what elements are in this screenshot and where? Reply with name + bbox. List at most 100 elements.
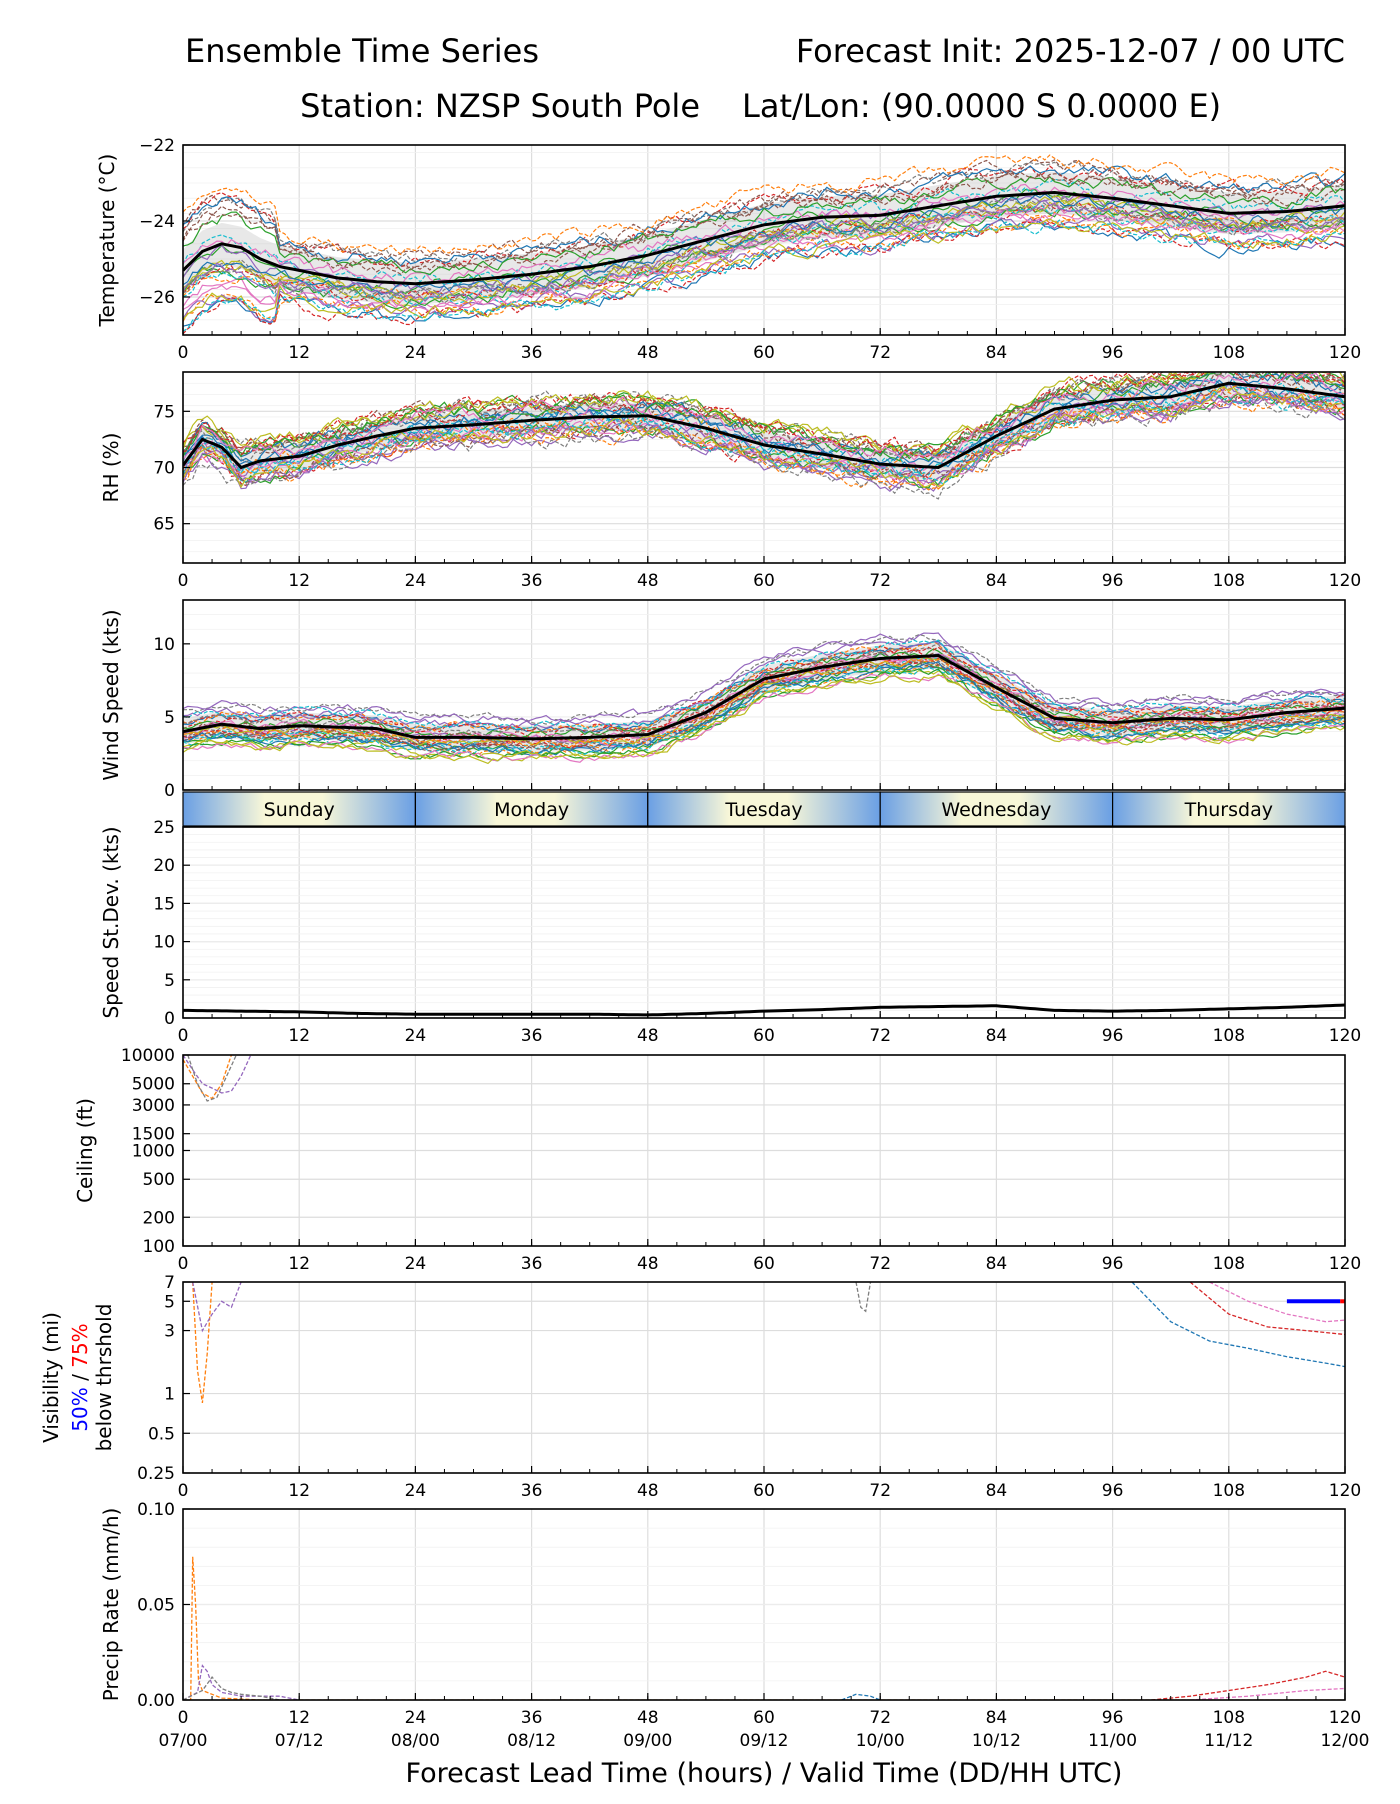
visibility-xtick-label: 0: [178, 1481, 189, 1501]
ceiling-xtick-label: 96: [1102, 1254, 1124, 1274]
valid-time-label: 08/00: [391, 1731, 440, 1751]
precip-xtick-label: 12: [288, 1708, 310, 1728]
day-cell: [1111, 791, 1346, 827]
speed_sd-xtick-label: 36: [521, 1026, 543, 1046]
visibility-50-label: 50%: [68, 1387, 92, 1431]
visibility-sep: /: [68, 1368, 92, 1387]
day-label: Thursday: [1184, 799, 1273, 821]
precip-ytick-label: 0.10: [137, 1500, 175, 1520]
visibility-ylabel-below: below thrshold: [92, 1304, 116, 1452]
wind-member-line: [183, 674, 1345, 765]
ceiling-xtick-label: 0: [178, 1254, 189, 1274]
rh-member-line: [183, 372, 1345, 457]
rh-member-line: [183, 372, 1345, 463]
rh-member-line: [183, 390, 1345, 485]
rh-xtick-label: 84: [986, 571, 1008, 591]
ceiling-ytick-label: 5000: [132, 1075, 175, 1095]
precip-xtick-label: 24: [405, 1708, 427, 1728]
day-label: Tuesday: [724, 799, 802, 821]
temperature-xtick-label: 60: [753, 343, 775, 363]
day-cell: [182, 791, 416, 827]
temperature-member-line: [183, 158, 1345, 260]
wind-member-line: [183, 632, 1345, 724]
temperature-xtick-label: 84: [986, 343, 1008, 363]
temperature-member-line: [183, 201, 1345, 304]
rh-ytick-label: 65: [153, 515, 175, 535]
x-axis-label: Forecast Lead Time (hours) / Valid Time …: [406, 1758, 1123, 1789]
temperature-xtick-label: 120: [1329, 343, 1361, 363]
precip-member-line: [183, 1664, 300, 1700]
speed_sd-ytick-label: 5: [164, 971, 175, 991]
ceiling-xtick-label: 48: [637, 1254, 659, 1274]
rh-xtick-label: 120: [1329, 571, 1361, 591]
wind-member-line: [183, 661, 1345, 754]
visibility-xtick-label: 12: [288, 1481, 310, 1501]
rh-member-line: [183, 384, 1345, 483]
visibility-panel: 0.25 0.5 1 3 57 0 12 24 36 48 60 72 84 96 108 120 Visibi…: [39, 1273, 1361, 1501]
visibility-75-label: 75%: [68, 1323, 92, 1367]
wind-ytick-label: 10: [153, 635, 175, 655]
rh-xtick-label: 108: [1213, 571, 1245, 591]
wind-plot-area: [183, 632, 1345, 765]
visibility-ytick-label: 0.25: [137, 1464, 175, 1484]
ceiling-xtick-label: 60: [753, 1254, 775, 1274]
temperature-xtick-label: 0: [178, 343, 189, 363]
ceiling-ylabel: Ceiling (ft): [73, 1098, 97, 1203]
valid-time-label: 11/12: [1204, 1731, 1253, 1751]
day-cell: [647, 791, 881, 827]
valid-time-label: 11/00: [1088, 1731, 1137, 1751]
temperature-ytick-label: −24: [139, 212, 175, 232]
visibility-member-line: [1131, 1282, 1345, 1368]
precip-ylabel: Precip Rate (mm/h): [99, 1508, 123, 1702]
temperature-xtick-label: 48: [637, 343, 659, 363]
latlon-label: Lat/Lon: (90.0000 S 0.0000 E): [742, 87, 1221, 125]
temperature-panel: −26 −24 −22 0 12 24 36 48 60 72 84 96 108 120 Temperat…: [95, 136, 1361, 363]
temperature-member-line: [183, 219, 1345, 332]
ceiling-member-line: [183, 1055, 252, 1094]
temperature-member-line: [183, 161, 1345, 263]
speed_sd-xtick-label: 60: [753, 1026, 775, 1046]
ceiling-xtick-label: 36: [521, 1254, 543, 1274]
wind-member-line: [183, 639, 1345, 730]
speed_sd-xtick-label: 24: [405, 1026, 427, 1046]
rh-member-line: [183, 396, 1345, 490]
ceiling-ytick-label: 100: [143, 1237, 175, 1257]
station-label: Station: NZSP South Pole: [300, 87, 700, 125]
visibility-ytick-label: 1: [164, 1385, 175, 1405]
temperature-xtick-label: 36: [521, 343, 543, 363]
rh-xtick-label: 72: [869, 571, 891, 591]
visibility-ytick-label: 0.5: [148, 1424, 175, 1444]
ceiling-xtick-label: 72: [869, 1254, 891, 1274]
visibility-ylabel: Visibility (mi): [39, 1312, 63, 1443]
precip-xtick-label: 84: [986, 1708, 1008, 1728]
rh-plot-area: [183, 372, 1345, 500]
temperature-member-line: [183, 197, 1345, 302]
temperature-mean-line: [183, 190, 1345, 286]
visibility-member-line: [855, 1282, 872, 1313]
precip-ytick-label: 0.00: [137, 1691, 175, 1711]
ceiling-xtick-label: 24: [405, 1254, 427, 1274]
valid-time-label: 07/00: [159, 1731, 208, 1751]
ceiling-ytick-label: 10000: [121, 1046, 175, 1066]
ceiling-ytick-label: 500: [143, 1170, 175, 1190]
wind-member-line: [183, 668, 1345, 762]
ceiling-ytick-label: 1000: [132, 1142, 175, 1162]
wind-member-line: [183, 643, 1345, 737]
temperature-plot-area: [183, 154, 1345, 335]
panels-group: −26−24−220 12 24 36 48 60 72 84 96 108 120Temperat…: [39, 136, 1370, 1751]
precip-panel: 0.00 0.05 0.10 0 12 24 36 48 60 72 84 96 108 120 Preci…: [99, 1500, 1361, 1728]
temperature-ytick-label: −22: [139, 136, 175, 156]
visibility-ytick-label: 5: [164, 1292, 175, 1312]
rh-member-line: [183, 372, 1345, 459]
speed_sd-xtick-label: 84: [986, 1026, 1008, 1046]
visibility-xtick-label: 120: [1329, 1481, 1361, 1501]
valid-time-label: 07/12: [275, 1731, 324, 1751]
precip-xtick-label: 108: [1213, 1708, 1245, 1728]
precip-member-line: [1190, 1687, 1345, 1700]
visibility-xtick-label: 96: [1102, 1481, 1124, 1501]
speed_sd-xtick-label: 12: [288, 1026, 310, 1046]
ceiling-member-line: [183, 1055, 233, 1100]
wind-mean-line: [183, 653, 1345, 741]
temperature-ylabel: Temperature (°C): [95, 154, 119, 328]
day-label: Wednesday: [941, 799, 1051, 821]
